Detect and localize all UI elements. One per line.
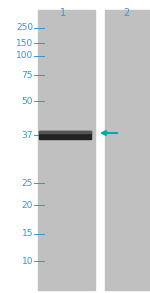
- Bar: [39, 131, 91, 139]
- Text: 75: 75: [21, 71, 33, 79]
- Text: 2: 2: [123, 8, 129, 18]
- Text: 250: 250: [16, 23, 33, 33]
- Bar: [105, 10, 150, 290]
- Text: 37: 37: [21, 130, 33, 139]
- Text: 20: 20: [22, 200, 33, 209]
- Text: 10: 10: [21, 256, 33, 265]
- Text: 50: 50: [21, 96, 33, 105]
- Text: 1: 1: [60, 8, 66, 18]
- Bar: [38, 10, 95, 290]
- Text: 15: 15: [21, 229, 33, 239]
- Text: 100: 100: [16, 52, 33, 60]
- Text: 25: 25: [22, 178, 33, 188]
- Bar: [39, 131, 91, 132]
- Text: 150: 150: [16, 38, 33, 47]
